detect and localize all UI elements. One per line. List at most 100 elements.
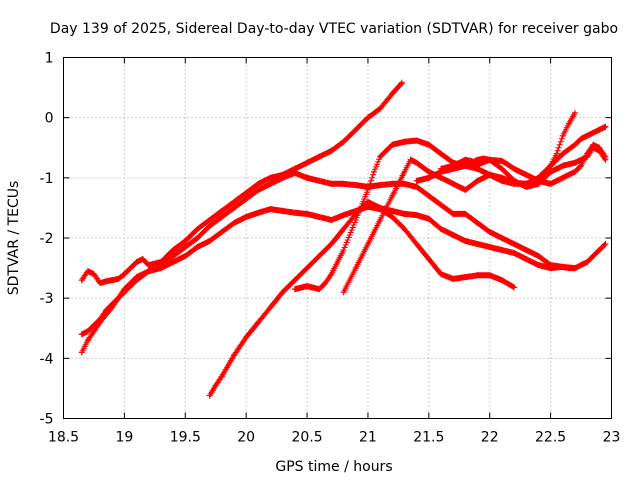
data-point [535,177,542,184]
data-point [438,271,445,278]
data-point [182,238,189,245]
data-point [596,144,603,151]
data-point [304,265,311,272]
data-point [389,90,396,97]
data-point [413,159,420,166]
data-point [578,162,585,169]
data-point [364,241,371,248]
data-point [316,253,323,260]
data-point [559,174,566,181]
data-point [371,168,378,175]
data-point [504,161,511,168]
data-point [474,177,481,184]
data-point [377,105,384,112]
data-point [206,216,213,223]
data-point [389,141,396,148]
data-point [553,150,560,157]
data-point [523,171,530,178]
data-point [438,150,445,157]
data-point [584,132,591,139]
y-tick-label: -4 [40,351,54,367]
data-point [425,174,432,181]
data-point [425,215,432,222]
data-point [565,120,572,127]
x-axis-label: GPS time / hours [275,459,392,475]
data-point [401,138,408,145]
data-point [462,186,469,193]
x-tick-label: 21.5 [413,430,444,446]
data-point [413,212,420,219]
data-point [182,244,189,251]
data-point [90,271,97,278]
data-point [389,207,396,214]
data-point [109,277,116,284]
data-point [401,180,408,187]
data-point [462,162,469,169]
data-point [413,241,420,248]
data-point [304,174,311,181]
data-point [206,222,213,229]
data-point [450,180,457,187]
data-point [279,174,286,181]
data-point [571,168,578,175]
data-point [377,153,384,160]
data-point [602,123,609,130]
data-point [450,210,457,217]
data-point [352,182,359,189]
data-point [267,174,274,181]
data-point [218,373,225,380]
data-point [511,241,518,248]
data-point [425,168,432,175]
data-point [97,280,104,287]
data-point [255,186,262,193]
data-point [438,201,445,208]
series-sat-b [78,170,578,338]
data-point [328,180,335,187]
data-point [267,304,274,311]
data-point [230,219,237,226]
x-tick-label: 22.5 [535,430,566,446]
data-point [602,153,609,160]
data-point [352,216,359,223]
data-point [212,382,219,389]
data-point [316,213,323,220]
data-point [243,334,250,341]
data-point [486,156,493,163]
data-point [571,159,578,166]
data-point [413,183,420,190]
data-point [523,247,530,254]
data-point [399,79,406,86]
y-tick-label: -2 [40,231,54,247]
data-point [218,228,225,235]
x-tick-label: 20.5 [291,430,322,446]
data-point [279,289,286,296]
data-point [498,277,505,284]
data-point [133,259,140,266]
x-tick-label: 23 [603,430,621,446]
data-point [364,186,371,193]
data-point [462,156,469,163]
data-point [596,247,603,254]
y-axis-label: SDTVAR / TECUs [6,181,22,296]
data-point [115,275,122,282]
data-point [352,126,359,133]
x-tick-labels: 18.5 19 19.5 20 20.5 21 21.5 22 22.5 23 [48,430,621,446]
data-point [535,253,542,260]
data-point [78,349,85,356]
data-point [547,168,554,175]
y-tick-label: 1 [45,51,54,67]
data-point [194,244,201,251]
data-point [407,156,414,163]
data-point [401,225,408,232]
data-point [523,183,530,190]
data-point [206,392,213,399]
data-point [450,231,457,238]
data-point [474,272,481,279]
data-point [389,213,396,220]
data-point [571,141,578,148]
data-point [84,337,91,344]
data-point [438,225,445,232]
data-point [328,241,335,248]
data-point [584,150,591,157]
